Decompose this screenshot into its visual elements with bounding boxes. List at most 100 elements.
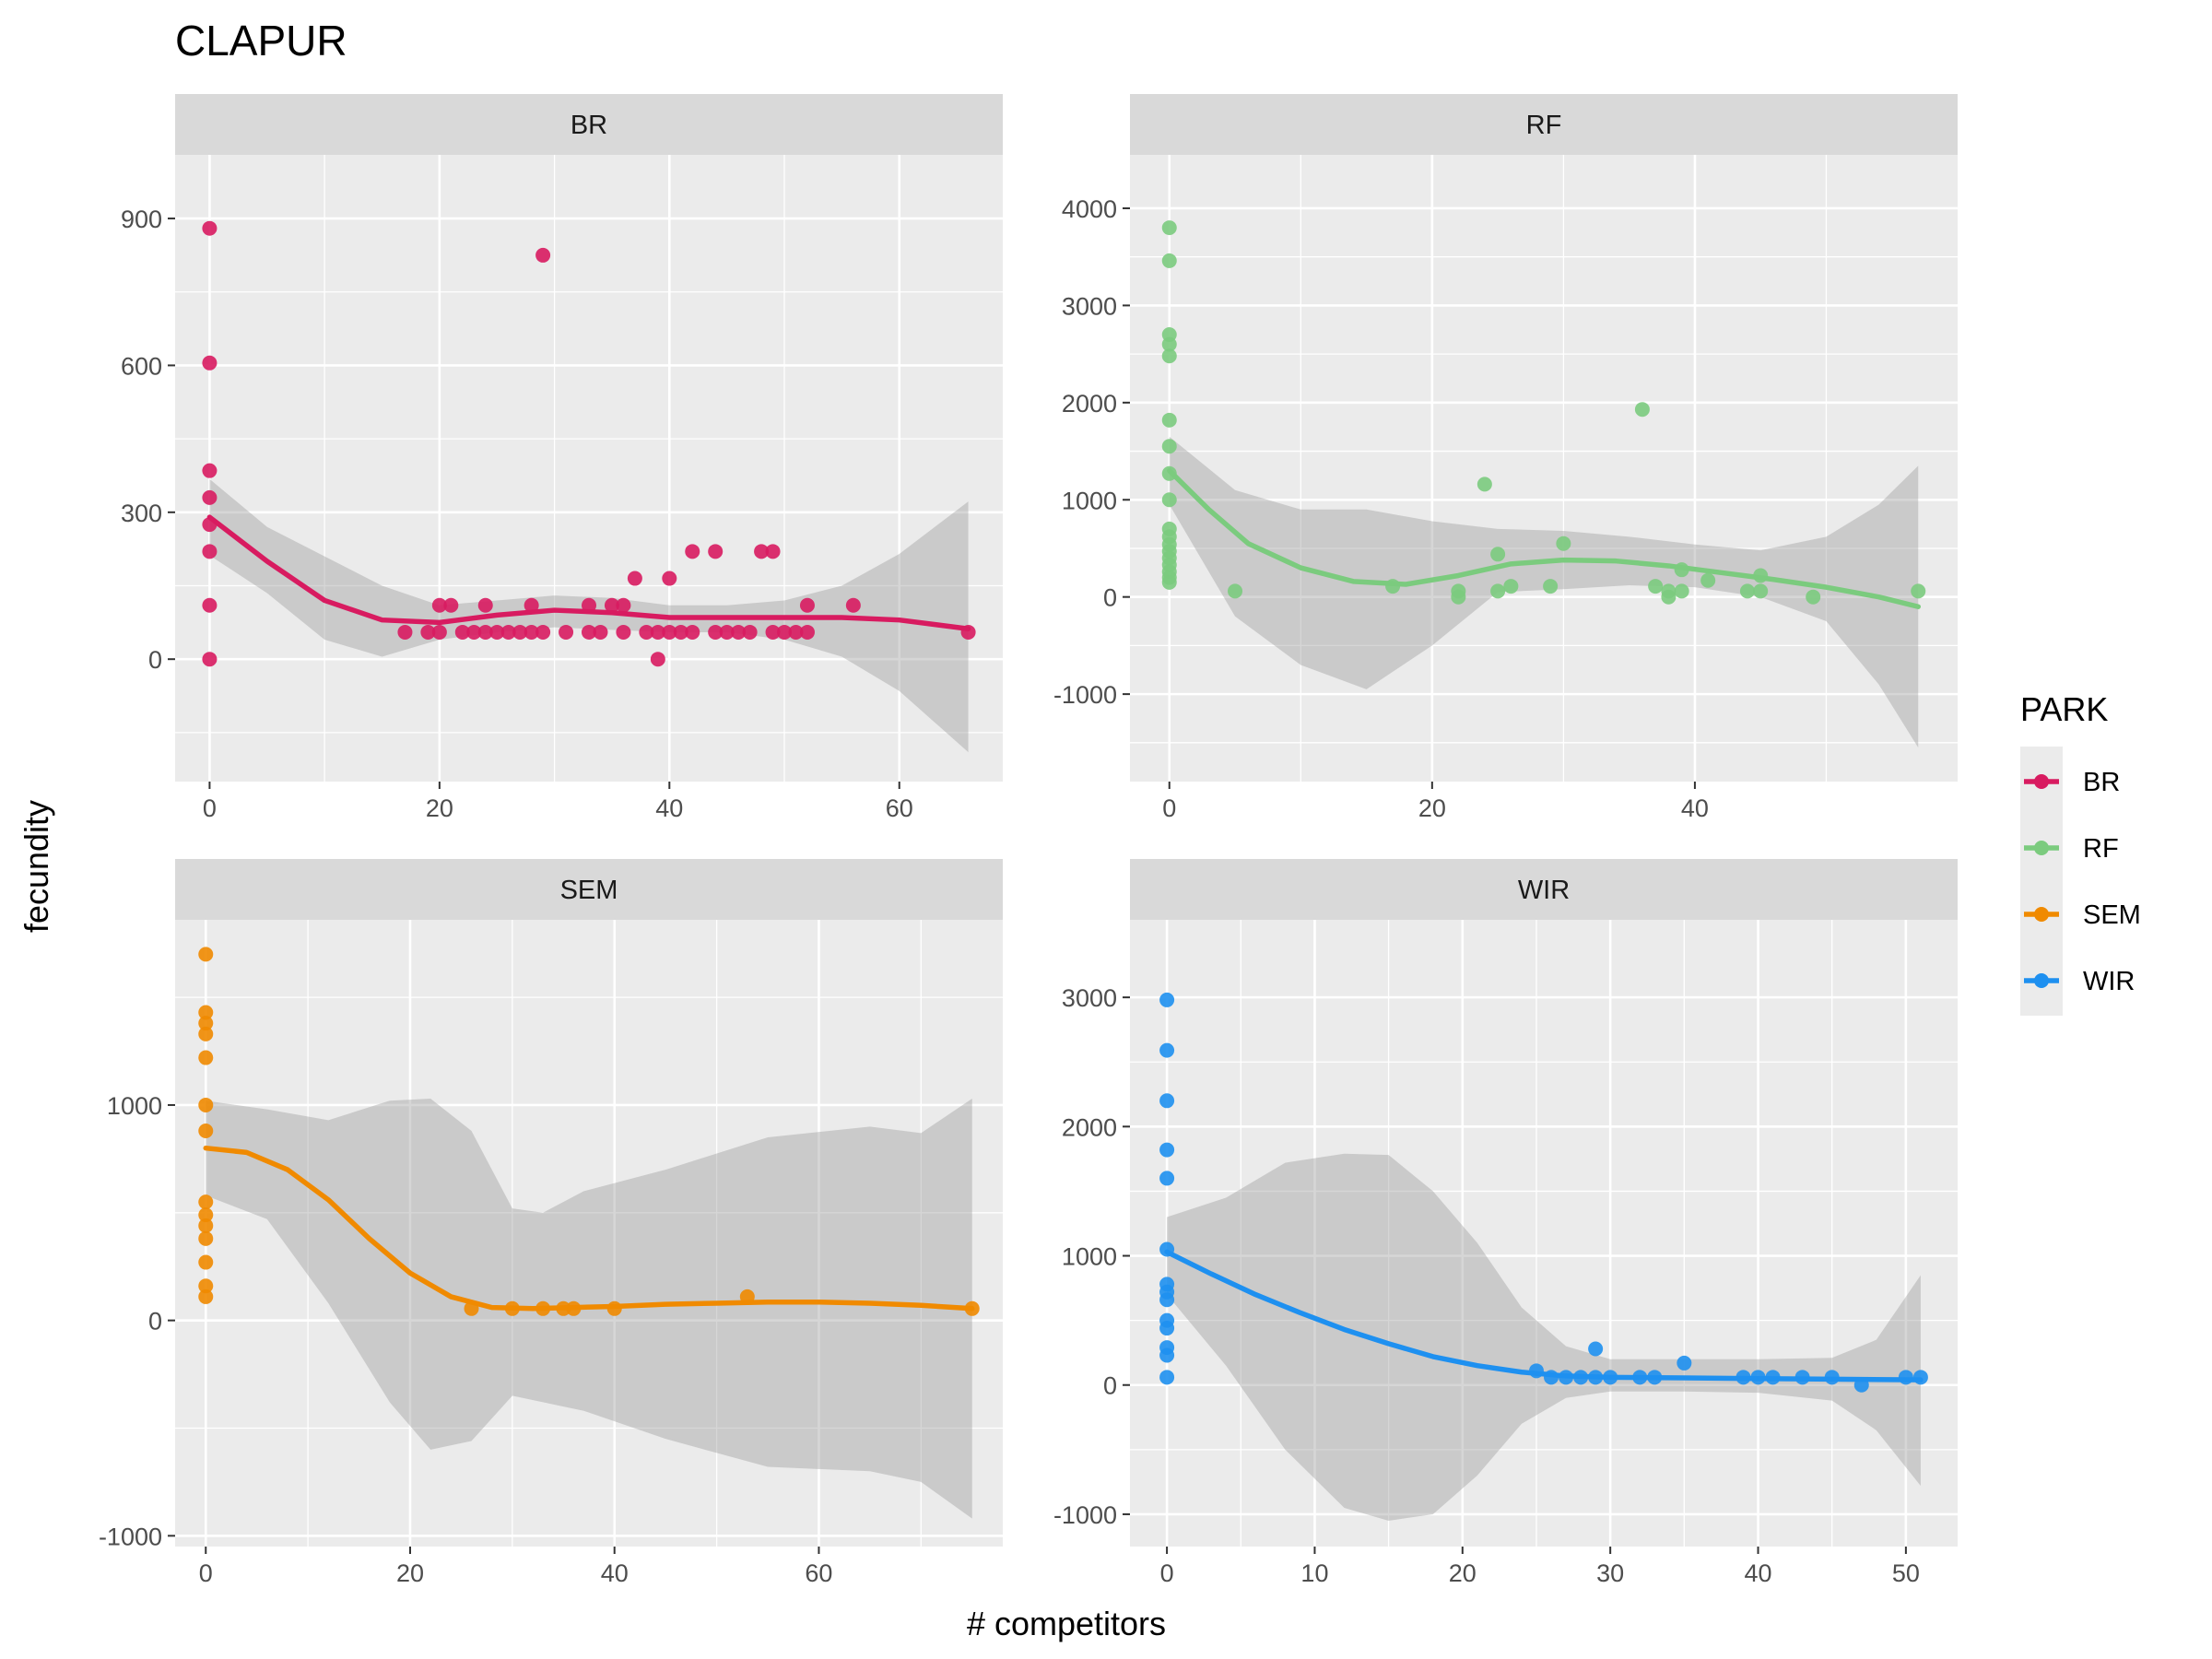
data-point: [202, 489, 218, 505]
data-point: [512, 624, 528, 640]
data-point: [1674, 583, 1689, 599]
x-tick-label: 0: [199, 1559, 213, 1587]
x-tick-label: 40: [1744, 1559, 1771, 1587]
confidence-band: [1167, 1153, 1921, 1521]
data-point: [685, 544, 700, 559]
data-point: [788, 624, 804, 640]
x-tick-label: 0: [1160, 1559, 1174, 1587]
data-point: [466, 624, 482, 640]
facet-strip: [175, 94, 1003, 155]
y-tick-label: 0: [148, 646, 162, 674]
x-tick-label: 20: [396, 1559, 424, 1587]
data-point: [500, 624, 516, 640]
data-point: [627, 571, 642, 586]
data-point: [202, 463, 218, 478]
x-tick-label: 40: [601, 1559, 629, 1587]
smooth-line: [1164, 1249, 1924, 1382]
facet-strip-label: RF: [1526, 111, 1562, 140]
y-axis-title: fecundity: [18, 800, 55, 933]
data-point: [1490, 583, 1506, 599]
data-point: [765, 544, 781, 559]
facet-strip-label: WIR: [1518, 876, 1570, 905]
data-point: [1161, 574, 1177, 590]
x-axis-title: # competitors: [967, 1605, 1166, 1642]
data-point: [799, 597, 815, 613]
legend-label: BR: [2083, 768, 2120, 797]
data-point: [731, 624, 747, 640]
data-point: [1911, 583, 1926, 599]
data-point: [1159, 1292, 1175, 1308]
smooth-line: [1167, 467, 1921, 609]
data-point: [1634, 402, 1650, 418]
data-point: [524, 624, 539, 640]
data-point: [198, 1218, 214, 1233]
data-point: [1661, 583, 1677, 599]
data-point: [1556, 535, 1571, 551]
data-point: [1753, 583, 1769, 599]
data-point: [1161, 253, 1177, 268]
facet-strip: [175, 859, 1003, 920]
data-point: [616, 597, 631, 613]
data-point: [198, 1230, 214, 1246]
x-tick-label: 60: [886, 794, 913, 822]
data-point: [777, 624, 793, 640]
confidence-band: [1169, 436, 1919, 748]
legend-key-point: [2034, 907, 2049, 922]
data-point: [431, 624, 447, 640]
data-point: [1161, 492, 1177, 508]
data-point: [1159, 992, 1175, 1007]
data-point: [1490, 547, 1506, 562]
confidence-band: [209, 478, 969, 753]
data-point: [477, 597, 493, 613]
data-point: [1228, 583, 1243, 599]
data-point: [489, 624, 505, 640]
y-tick-label: 0: [148, 1308, 162, 1335]
panel-background: [1130, 920, 1958, 1547]
data-point: [535, 247, 551, 263]
y-tick-label: 0: [1103, 1372, 1117, 1400]
legend-key-point: [2034, 973, 2049, 988]
data-point: [593, 624, 608, 640]
data-point: [799, 624, 815, 640]
y-tick-label: 2000: [1062, 390, 1117, 418]
data-point: [1543, 579, 1559, 594]
data-point: [431, 597, 447, 613]
facet-strip-label: BR: [571, 111, 607, 140]
y-tick-label: -1000: [1053, 1501, 1117, 1529]
data-point: [198, 947, 214, 962]
y-tick-label: 1000: [107, 1092, 162, 1120]
data-point: [662, 624, 677, 640]
data-point: [582, 624, 596, 640]
x-tick-label: 20: [1449, 1559, 1477, 1587]
legend-key-point: [2034, 841, 2049, 855]
y-tick-label: 1000: [1062, 1243, 1117, 1271]
data-point: [1161, 220, 1177, 236]
x-tick-label: 20: [1418, 794, 1446, 822]
data-point: [535, 624, 551, 640]
data-point: [604, 597, 619, 613]
legend-label: WIR: [2083, 967, 2135, 996]
x-tick-label: 20: [426, 794, 453, 822]
data-point: [202, 544, 218, 559]
data-point: [1161, 439, 1177, 454]
data-point: [1677, 1355, 1692, 1371]
legend-label: SEM: [2083, 900, 2141, 930]
smooth-line: [206, 514, 971, 631]
data-point: [1159, 1171, 1175, 1186]
data-point: [650, 652, 665, 667]
y-tick-label: 3000: [1062, 292, 1117, 320]
x-tick-label: 0: [203, 794, 217, 822]
data-point: [1912, 1370, 1928, 1385]
data-point: [397, 624, 413, 640]
legend-title: PARK: [2020, 690, 2108, 728]
data-point: [1648, 579, 1664, 594]
smooth-line: [203, 1145, 975, 1312]
legend: PARK BR RF SEM WIR: [2020, 690, 2141, 1016]
x-tick-label: 40: [655, 794, 683, 822]
data-point: [1159, 1142, 1175, 1158]
data-point: [845, 597, 861, 613]
data-point: [1451, 589, 1466, 605]
